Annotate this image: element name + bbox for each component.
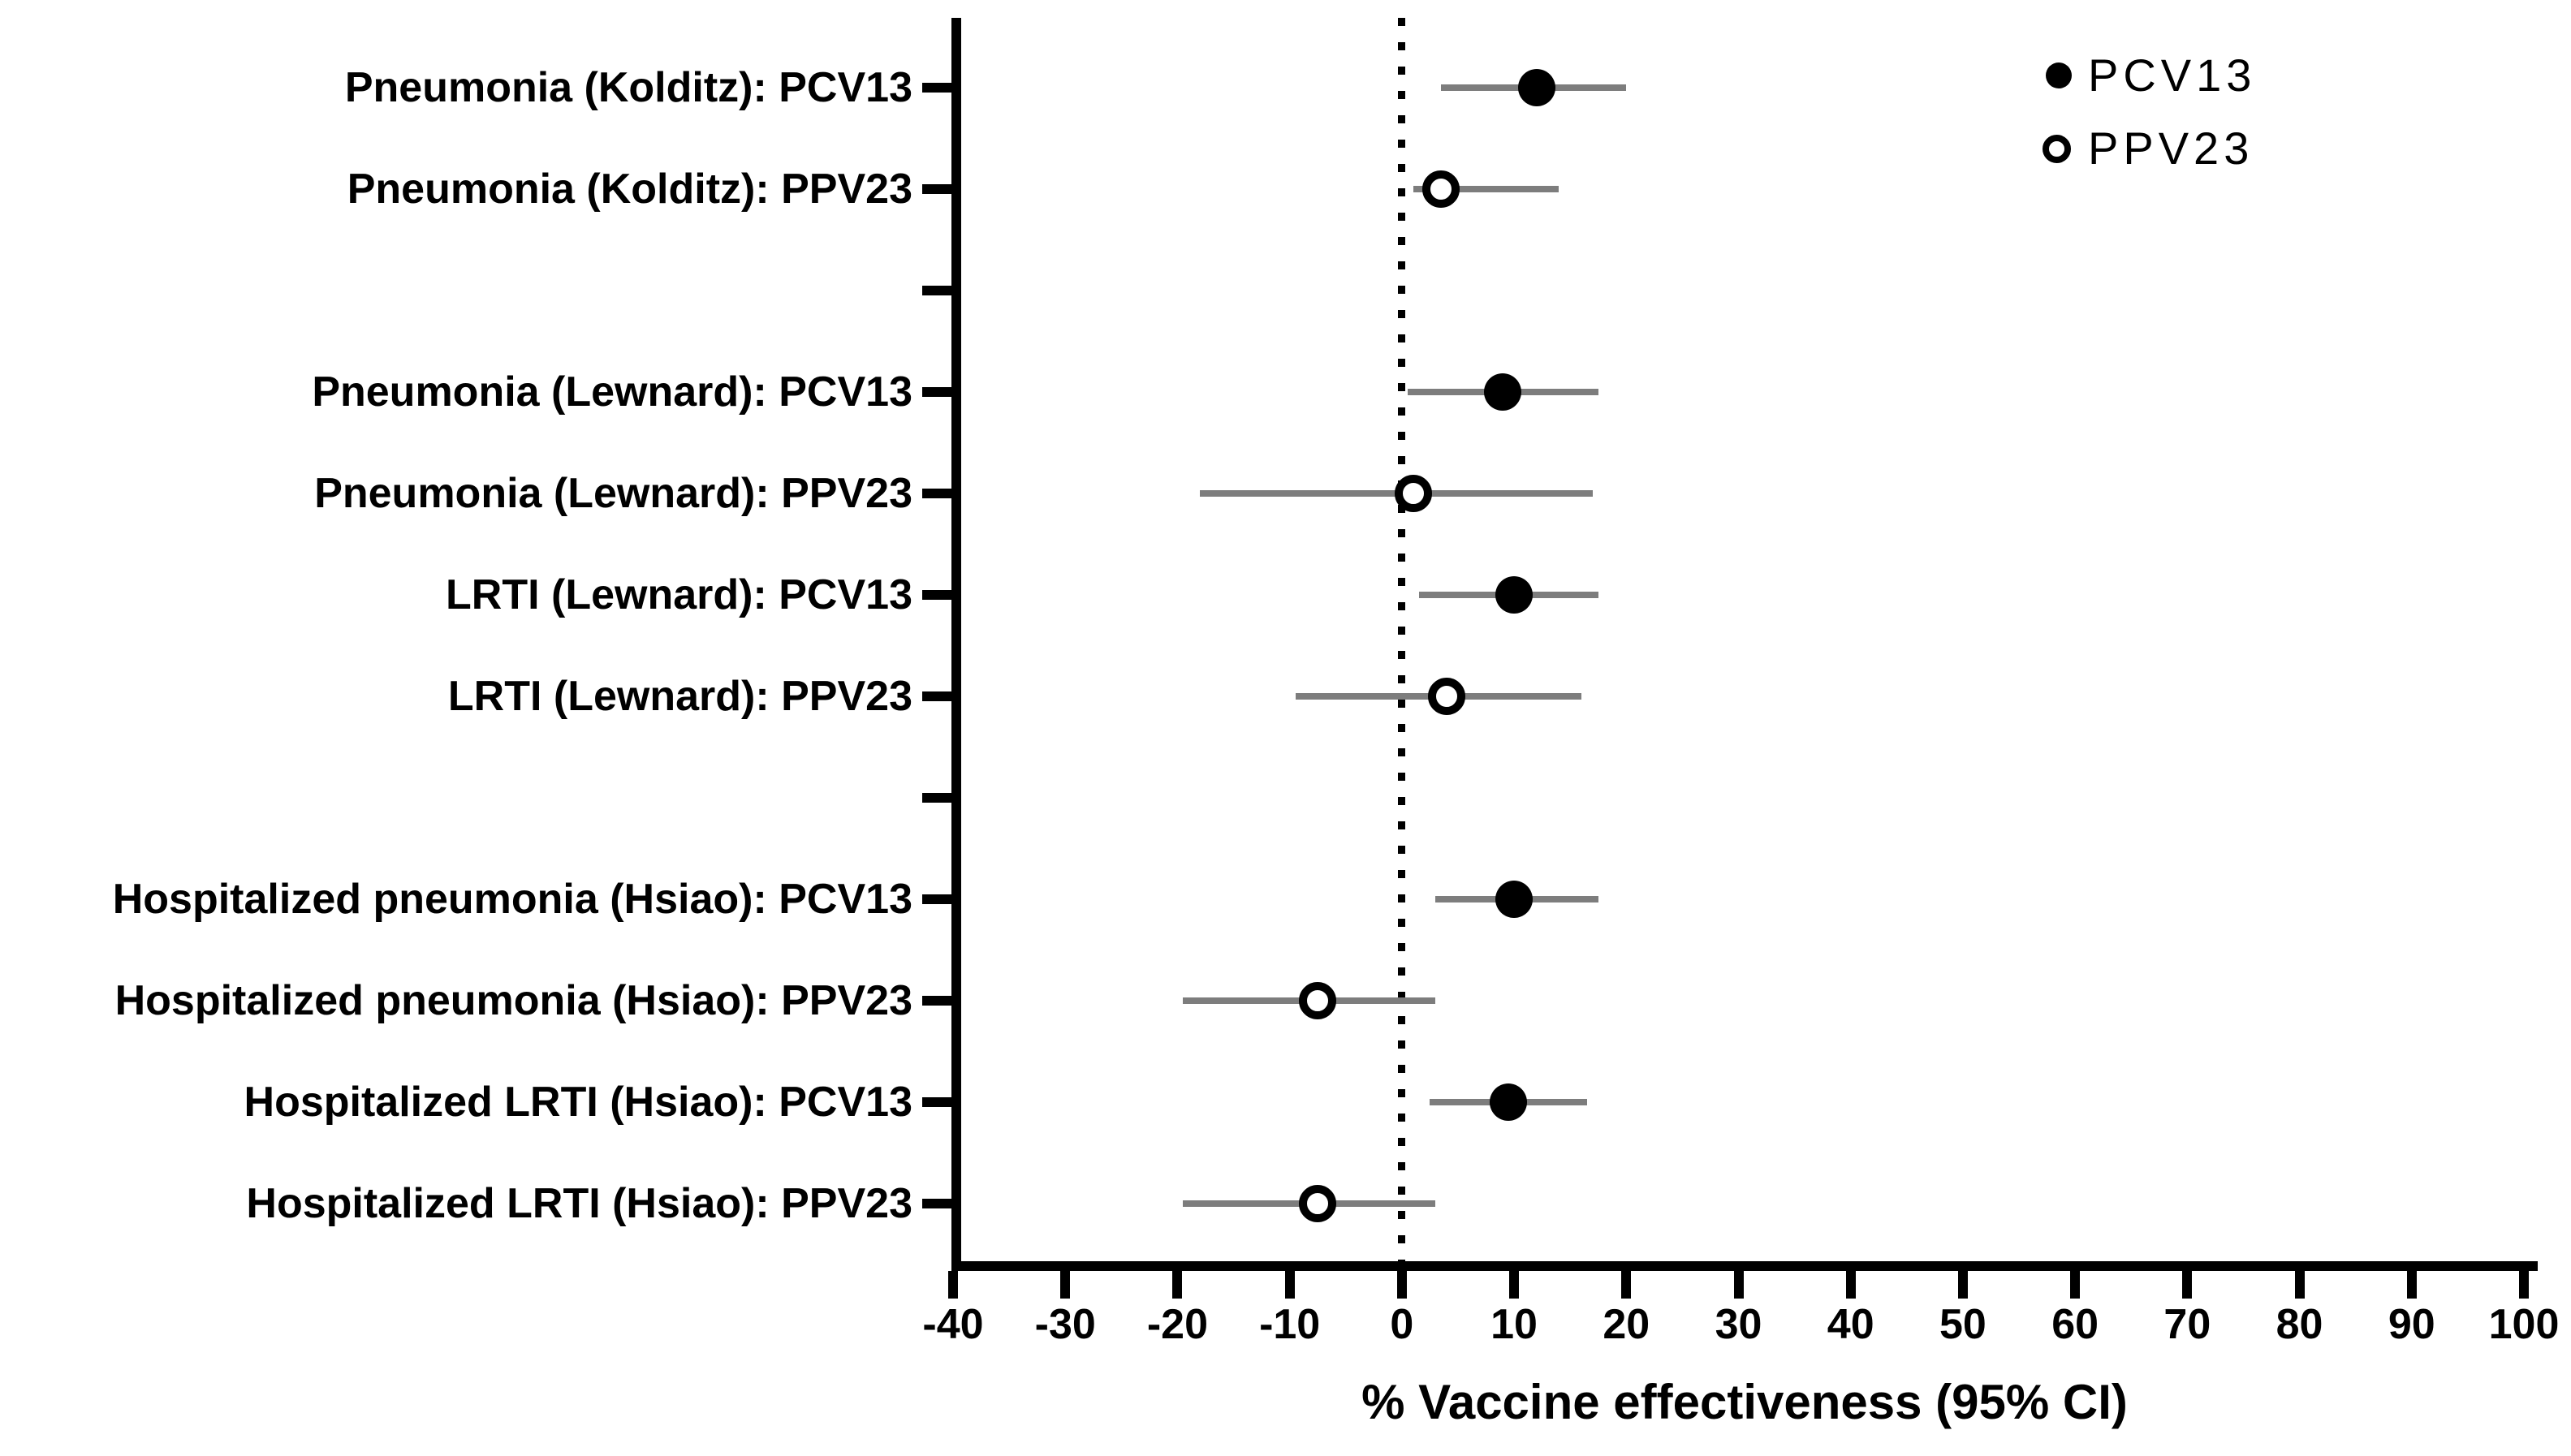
row-label: Pneumonia (Lewnard): PCV13 (312, 368, 912, 416)
point-estimate-marker-filled (1517, 69, 1555, 106)
x-axis-tick (948, 1271, 958, 1299)
x-axis-tick-label: -40 (922, 1301, 984, 1348)
x-axis-tick-label: 10 (1490, 1301, 1538, 1348)
y-axis-tick (922, 996, 951, 1006)
row-label: Hospitalized pneumonia (Hsiao): PPV23 (114, 977, 912, 1024)
point-estimate-marker-filled (1490, 1083, 1528, 1121)
point-estimate-marker-open (1422, 170, 1460, 208)
point-estimate-marker-filled (1484, 373, 1522, 411)
x-axis-tick (2406, 1271, 2417, 1299)
confidence-interval-bar (1413, 186, 1559, 192)
x-axis-tick (2070, 1271, 2081, 1299)
row-label: Pneumonia (Lewnard): PPV23 (314, 470, 912, 517)
x-axis-tick-label: 40 (1827, 1301, 1874, 1348)
x-axis-tick-label: 60 (2051, 1301, 2099, 1348)
point-estimate-marker-filled (1495, 881, 1534, 918)
zero-reference-line (1398, 18, 1406, 1261)
x-axis-tick (1957, 1271, 1968, 1299)
filled-circle-icon (2046, 62, 2072, 88)
x-axis-tick (2519, 1271, 2529, 1299)
point-estimate-marker-open (1299, 1185, 1337, 1222)
y-axis-tick (922, 590, 951, 600)
y-axis-tick (922, 691, 951, 701)
row-label: LRTI (Lewnard): PCV13 (446, 571, 912, 618)
x-axis-tick-label: 0 (1390, 1301, 1414, 1348)
x-axis-title: % Vaccine effectiveness (95% CI) (1361, 1375, 2128, 1429)
x-axis-tick (1060, 1271, 1071, 1299)
x-axis-tick (1509, 1271, 1520, 1299)
x-axis-line (951, 1261, 2538, 1271)
x-axis-tick-label: 80 (2276, 1301, 2323, 1348)
x-axis-tick (1621, 1271, 1632, 1299)
y-axis-tick (922, 83, 951, 93)
y-axis-tick (922, 489, 951, 498)
y-axis-tick (922, 387, 951, 397)
x-axis-tick-label: 50 (1939, 1301, 1986, 1348)
point-estimate-marker-open (1394, 475, 1432, 512)
x-axis-tick-label: 30 (1715, 1301, 1762, 1348)
x-axis-tick (2182, 1271, 2193, 1299)
x-axis-tick-label: -10 (1259, 1301, 1321, 1348)
y-axis-tick (922, 793, 951, 803)
row-label: Hospitalized LRTI (Hsiao): PCV13 (244, 1079, 912, 1126)
row-label: LRTI (Lewnard): PPV23 (447, 673, 912, 720)
y-axis-tick (922, 1199, 951, 1208)
x-axis-tick (1733, 1271, 1744, 1299)
x-axis-tick-label: 20 (1603, 1301, 1650, 1348)
x-axis-tick-label: -30 (1034, 1301, 1096, 1348)
open-circle-icon (2043, 135, 2071, 163)
x-axis-tick (1845, 1271, 1856, 1299)
row-label: Pneumonia (Kolditz): PCV13 (344, 64, 912, 111)
row-label: Pneumonia (Kolditz): PPV23 (347, 166, 912, 213)
x-axis-tick (2294, 1271, 2305, 1299)
y-axis-tick (922, 184, 951, 194)
legend-label-ppv23: PPV23 (2088, 123, 2254, 174)
x-axis-tick (1172, 1271, 1183, 1299)
x-axis-tick-label: 90 (2388, 1301, 2435, 1348)
row-label: Hospitalized LRTI (Hsiao): PPV23 (246, 1180, 912, 1227)
y-axis-line (951, 18, 961, 1271)
y-axis-tick (922, 286, 951, 295)
point-estimate-marker-open (1299, 982, 1337, 1019)
x-axis-tick-label: 100 (2488, 1301, 2560, 1348)
legend-label-pcv13: PCV13 (2088, 50, 2257, 101)
y-axis-tick (922, 1097, 951, 1107)
row-label: Hospitalized pneumonia (Hsiao): PCV13 (112, 876, 912, 923)
x-axis-tick (1284, 1271, 1295, 1299)
point-estimate-marker-open (1428, 678, 1466, 715)
point-estimate-marker-filled (1495, 576, 1534, 614)
y-axis-tick (922, 894, 951, 904)
x-axis-tick-label: 70 (2163, 1301, 2211, 1348)
x-axis-tick-label: -20 (1146, 1301, 1208, 1348)
x-axis-tick (1396, 1271, 1407, 1299)
